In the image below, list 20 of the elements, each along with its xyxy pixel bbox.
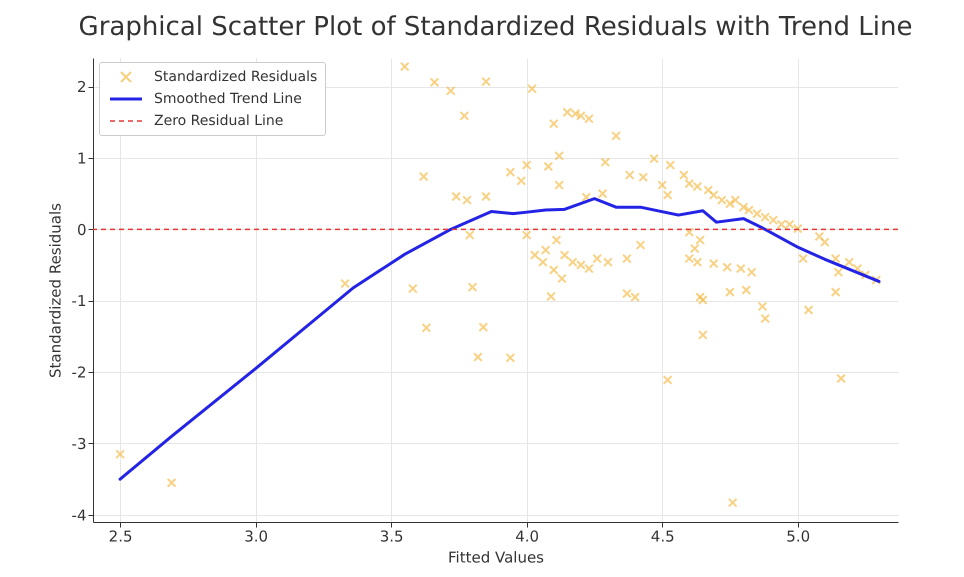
x-axis-title: Fitted Values <box>448 548 544 566</box>
y-tick-label: 0 <box>76 220 86 239</box>
chart-title: Graphical Scatter Plot of Standardized Residuals with Trend Line <box>78 12 912 42</box>
y-tick-label: 1 <box>76 149 86 168</box>
x-tick-label: 5.0 <box>786 528 810 546</box>
legend-label: Standardized Residuals <box>154 69 318 85</box>
y-tick-label: -3 <box>72 434 86 453</box>
legend-label: Zero Residual Line <box>154 113 284 129</box>
x-tick-label: 4.0 <box>515 528 540 546</box>
y-axis-title: Standardized Residuals <box>46 202 65 378</box>
x-tick-label: 2.5 <box>108 528 133 546</box>
y-tick-label: -4 <box>72 506 86 524</box>
line-series <box>118 197 881 481</box>
x-tick-label: 3.5 <box>380 528 404 546</box>
y-tick-label: 2 <box>76 78 86 96</box>
y-tick-label: -1 <box>72 292 86 310</box>
x-tick-label: 4.5 <box>650 528 675 546</box>
x-tick-label: 3.0 <box>244 528 268 546</box>
legend-label: Smoothed Trend Line <box>154 91 302 107</box>
y-tick-label: -2 <box>72 364 86 382</box>
